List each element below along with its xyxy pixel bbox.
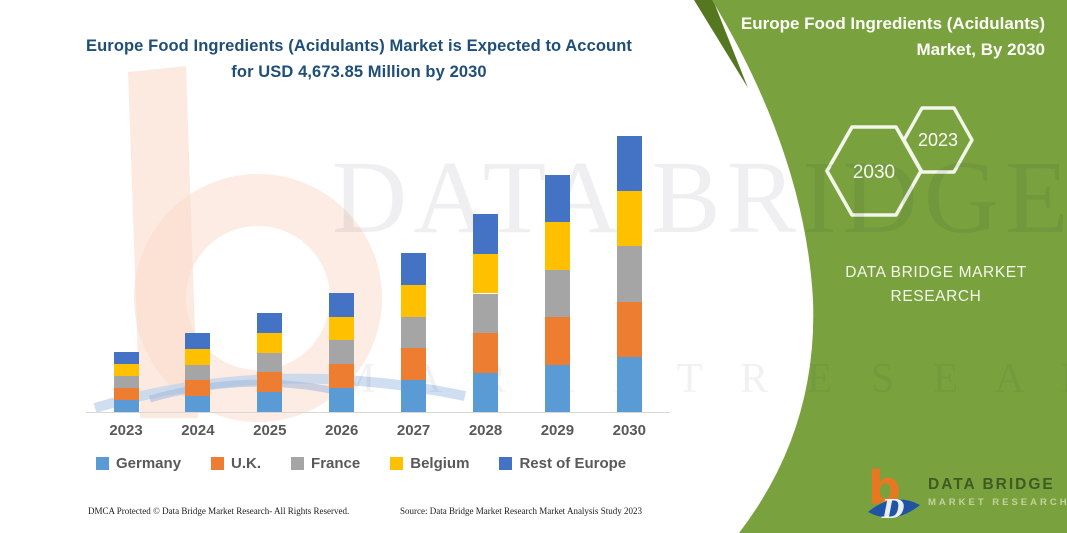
x-axis-label-2023: 2023 [109,422,143,439]
bar-segment-france [616,246,642,302]
bar-segment-rest-of-europe [616,136,642,192]
legend-label: U.K. [231,455,262,472]
bar-segment-belgium [401,284,427,317]
x-axis-line [86,412,670,413]
bar-segment-belgium [616,191,642,247]
bar-segment-germany [473,372,498,412]
x-axis-label-2029: 2029 [540,422,575,439]
legend-swatch [499,457,513,470]
panel-title: Europe Food Ingredients (Acidulants) Mar… [740,14,1045,59]
legend-item-u-k-: U.K. [211,455,261,472]
panel-brand-text: DATA BRIDGE MARKET RESEARCH [845,264,1027,306]
bar-segment-belgium [113,364,139,377]
logo-mark-graphic: b D [868,462,920,524]
bar-segment-belgium [257,332,283,353]
bar-segment-rest-of-europe [257,313,283,333]
legend-label: Rest of Europe [519,455,627,472]
hexagon-2030 [825,125,923,217]
hexagon-2030-label: 2030 [853,162,895,183]
bar-2029: 2029 [541,174,574,439]
bar-segment-france [329,340,355,365]
bar-segment-france [473,293,498,333]
bar-segment-germany [113,400,139,412]
hexagon-badges: 2030 2023 [825,106,974,217]
hexagon-2023 [902,106,974,174]
x-axis-label-2027: 2027 [396,422,431,439]
chart-title: Europe Food Ingredients (Acidulants) Mar… [86,37,632,81]
bar-segment-u-k- [401,348,427,381]
bar-segment-rest-of-europe [113,352,139,365]
logo-text-block: DATA BRIDGE MARKET RESEARCH [922,462,1067,524]
legend-swatch [390,457,404,470]
bar-segment-u-k- [544,317,570,365]
bar-segment-france [185,364,211,381]
bar-2024: 2024 [181,332,215,439]
bar-segment-france [113,376,139,389]
bar-segment-u-k- [257,372,283,393]
x-axis-label-2025: 2025 [253,422,287,439]
bar-segment-u-k- [473,333,498,373]
legend-item-france: France [291,455,360,472]
legend-swatch [291,457,305,470]
logo-text-secondary: MARKET RESEARCH [928,497,1067,508]
bar-2028: 2028 [469,214,502,439]
bar-segment-u-k- [113,388,139,401]
bar-segment-belgium [544,222,570,270]
bar-segment-rest-of-europe [473,214,498,254]
bar-segment-belgium [185,348,211,365]
legend-label: France [311,455,361,472]
footer-copyright-text: DMCA Protected © Data Bridge Market Rese… [88,506,350,516]
bar-segment-germany [544,364,570,412]
bar-2026: 2026 [325,292,358,439]
bar-segment-u-k- [329,364,355,389]
legend-label: Belgium [410,455,470,472]
footer-source-text: Source: Data Bridge Market Research Mark… [400,506,642,516]
stacked-bar-chart: 2023 2024 2025 2026 2027 2028 2029 2030 [86,130,670,439]
bar-segment-germany [616,356,642,412]
bar-segment-france [401,316,427,349]
bar-segment-france [544,269,570,318]
bar-segment-rest-of-europe [329,292,355,317]
legend-item-germany: Germany [96,455,181,472]
x-axis-label-2024: 2024 [181,422,215,439]
bar-segment-belgium [329,316,355,341]
bar-segment-u-k- [616,301,642,357]
bar-2027: 2027 [397,252,430,439]
chart-legend: Germany U.K. France Belgium Rest of Europe [96,455,681,472]
bar-2025: 2025 [253,313,286,439]
x-axis-label-2026: 2026 [325,422,359,439]
bar-segment-belgium [473,253,498,294]
hexagon-2023-label: 2023 [918,130,958,150]
legend-item-belgium: Belgium [390,455,469,472]
bar-segment-rest-of-europe [544,174,570,223]
bar-segment-france [257,352,283,373]
x-axis-label-2030: 2030 [612,422,646,439]
legend-label: Germany [116,455,182,472]
legend-item-rest-of-europe: Rest of Europe [499,455,626,472]
bar-segment-germany [329,388,355,412]
data-bridge-logo-mark: b D [866,462,922,524]
logo-text-primary: DATA BRIDGE [928,476,1055,493]
data-bridge-logo: b D DATA BRIDGE MARKET RESEARCH [866,462,1067,524]
logo-d-glyph: D [881,495,905,524]
x-axis-label-2028: 2028 [468,422,503,439]
legend-swatch [96,457,109,470]
bar-segment-u-k- [185,380,211,397]
bar-segment-rest-of-europe [401,252,427,285]
legend-swatch [211,457,225,470]
bar-2023: 2023 [109,352,143,439]
bar-segment-germany [401,380,427,412]
bar-segment-rest-of-europe [185,332,211,349]
bar-segment-germany [257,392,283,412]
bar-2030: 2030 [613,136,646,439]
bar-segment-germany [185,396,211,412]
